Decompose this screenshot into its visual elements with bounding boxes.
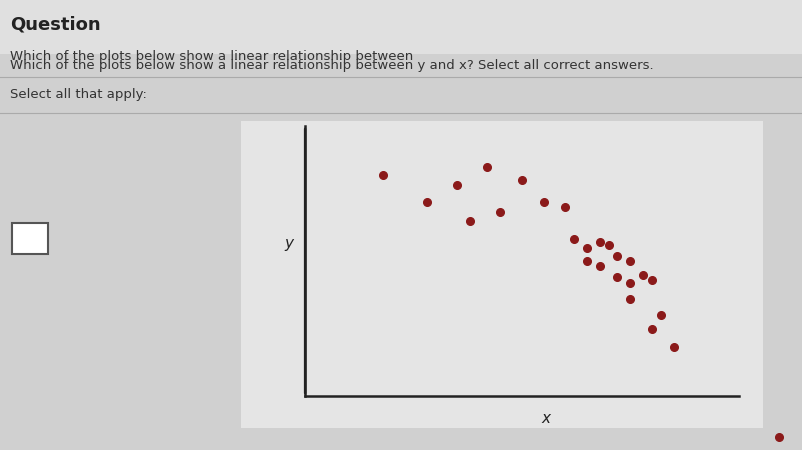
Text: Select all that apply:: Select all that apply:	[10, 88, 147, 101]
Text: Question: Question	[10, 16, 101, 34]
Text: y: y	[284, 235, 294, 251]
FancyBboxPatch shape	[0, 0, 802, 54]
FancyBboxPatch shape	[241, 122, 762, 428]
Text: Which of the plots below show a linear relationship between y and x? Select all : Which of the plots below show a linear r…	[10, 59, 654, 72]
Text: Which of the plots below show a linear relationship between: Which of the plots below show a linear r…	[10, 50, 417, 63]
FancyBboxPatch shape	[12, 223, 48, 254]
Text: x: x	[541, 411, 550, 426]
